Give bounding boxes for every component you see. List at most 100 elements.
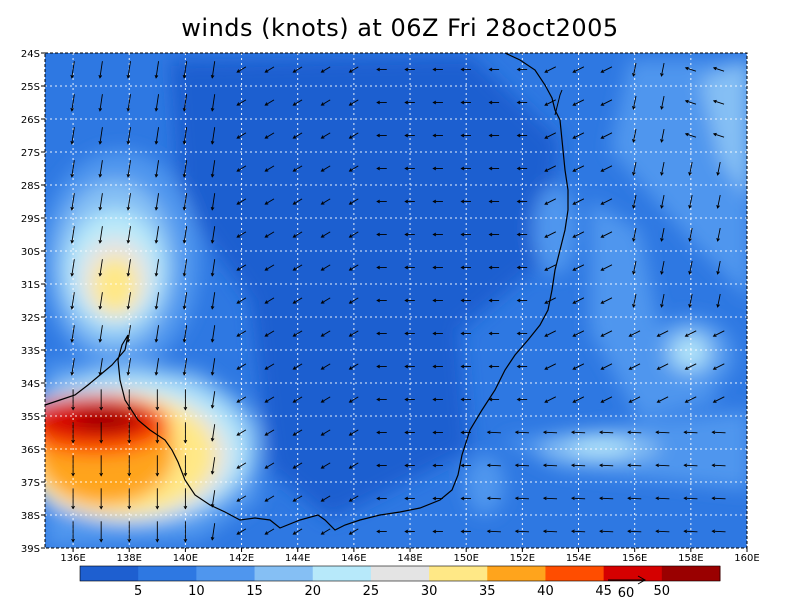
wind-vector bbox=[404, 463, 415, 468]
wind-vector bbox=[264, 231, 275, 238]
wind-vector bbox=[70, 259, 75, 277]
wind-vector bbox=[684, 330, 697, 337]
y-tick-label: 28S bbox=[21, 181, 40, 192]
wind-vector bbox=[716, 161, 721, 176]
wind-vector bbox=[716, 293, 721, 308]
wind-vector bbox=[126, 94, 131, 112]
wind-vector bbox=[183, 389, 188, 411]
colorbar-label: 50 bbox=[654, 584, 671, 599]
wind-vector bbox=[376, 397, 387, 402]
wind-vector bbox=[126, 259, 131, 277]
wind-vector bbox=[320, 330, 331, 337]
wind-vector bbox=[264, 132, 275, 139]
wind-vector bbox=[432, 463, 443, 468]
wind-vector bbox=[376, 463, 387, 468]
wind-vector bbox=[542, 496, 558, 501]
wind-vector bbox=[126, 61, 131, 79]
wind-vector bbox=[516, 232, 528, 237]
wind-vector bbox=[71, 488, 75, 510]
wind-vector bbox=[600, 363, 613, 370]
wind-vector bbox=[320, 165, 331, 172]
y-tick-label: 35S bbox=[21, 412, 40, 423]
wind-vector bbox=[376, 133, 387, 138]
wind-vector bbox=[600, 165, 613, 172]
wind-vector bbox=[432, 331, 443, 336]
y-tick-label: 30S bbox=[21, 247, 40, 258]
wind-vector bbox=[404, 166, 415, 171]
wind-vector bbox=[514, 430, 529, 435]
wind-vector bbox=[684, 99, 697, 105]
wind-vector bbox=[210, 490, 216, 508]
wind-vector bbox=[632, 161, 637, 176]
x-axis: 136E 138E 140E 142E 144E 146E 148E 150E 152E 154E… bbox=[60, 548, 760, 564]
wind-vector bbox=[376, 364, 387, 369]
wind-vector bbox=[544, 363, 557, 370]
y-tick-label: 29S bbox=[21, 214, 40, 225]
wind-vector bbox=[127, 389, 132, 411]
wind-vector bbox=[320, 495, 331, 502]
wind-vector bbox=[684, 396, 697, 403]
wind-vector bbox=[154, 358, 160, 376]
wind-vector bbox=[236, 462, 247, 469]
wind-vector bbox=[600, 198, 613, 205]
wind-vector bbox=[182, 193, 188, 211]
wind-vector bbox=[404, 529, 415, 534]
wind-vector bbox=[542, 430, 558, 435]
wind-vector bbox=[404, 100, 415, 105]
wind-vector bbox=[210, 61, 216, 79]
wind-vector bbox=[460, 67, 471, 72]
wind-vector bbox=[460, 100, 471, 105]
wind-vector bbox=[348, 528, 359, 535]
wind-vector bbox=[126, 358, 131, 376]
y-tick-label: 26S bbox=[21, 115, 40, 126]
colorbar-swatch bbox=[138, 566, 197, 581]
wind-vector bbox=[99, 488, 103, 510]
wind-vector bbox=[600, 231, 613, 238]
wind-vector bbox=[432, 430, 443, 435]
wind-vector bbox=[182, 94, 188, 112]
wind-vector bbox=[570, 430, 586, 435]
wind-vector bbox=[70, 325, 75, 343]
wind-vector bbox=[488, 133, 500, 138]
wind-vector bbox=[460, 331, 471, 336]
wind-vector bbox=[154, 259, 160, 277]
wind-vector bbox=[210, 292, 216, 310]
wind-vector bbox=[683, 463, 698, 468]
vector-reference: 60 bbox=[608, 575, 647, 600]
wind-vector bbox=[632, 95, 637, 110]
wind-vector bbox=[488, 397, 500, 402]
wind-vector bbox=[660, 227, 665, 242]
wind-vector bbox=[486, 496, 501, 501]
wind-vector bbox=[236, 495, 247, 502]
colorbar-swatch bbox=[196, 566, 256, 581]
wind-vector bbox=[460, 133, 471, 138]
wind-vector bbox=[182, 325, 188, 343]
wind-vector bbox=[99, 389, 103, 411]
wind-vector bbox=[432, 199, 443, 204]
wind-vector bbox=[292, 132, 303, 139]
wind-vector bbox=[600, 99, 613, 106]
wind-vector bbox=[488, 199, 500, 204]
y-tick-label: 31S bbox=[21, 280, 40, 291]
wind-vector bbox=[486, 463, 501, 468]
wind-vector bbox=[183, 521, 188, 543]
x-tick-label: 156E bbox=[622, 553, 647, 564]
wind-vector bbox=[127, 488, 132, 510]
wind-vector bbox=[599, 496, 614, 501]
wind-vector bbox=[98, 160, 103, 178]
wind-vector bbox=[684, 66, 697, 72]
wind-vector bbox=[376, 496, 387, 501]
wind-vector bbox=[348, 363, 359, 370]
wind-vector bbox=[516, 133, 528, 138]
wind-vector bbox=[98, 94, 103, 112]
wind-vector bbox=[712, 132, 725, 138]
wind-vector bbox=[292, 396, 303, 403]
wind-vector bbox=[516, 364, 528, 369]
wind-vector bbox=[488, 265, 500, 270]
wind-vector bbox=[348, 462, 359, 469]
colorbar: 5 10 15 20 25 30 35 40 45 50 bbox=[79, 565, 721, 599]
wind-vector bbox=[516, 331, 528, 336]
wind-vector bbox=[404, 430, 415, 435]
wind-vector bbox=[516, 199, 528, 204]
wind-vector bbox=[711, 496, 726, 501]
